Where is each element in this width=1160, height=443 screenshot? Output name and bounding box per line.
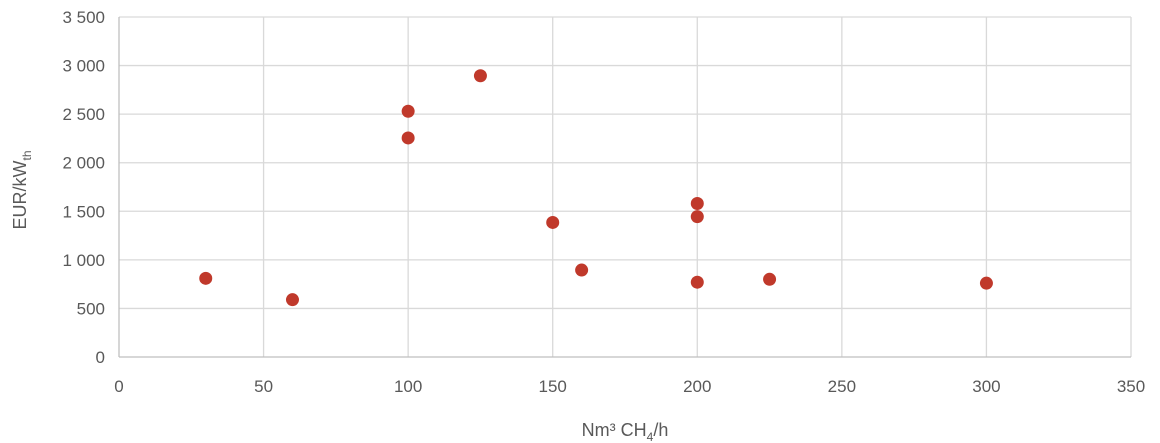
y-tick-label: 3 500 <box>62 8 105 27</box>
data-point <box>285 293 299 307</box>
x-axis-title: Nm³ CH4/h <box>582 420 669 443</box>
y-tick-label: 1 500 <box>62 202 105 221</box>
x-tick-label: 300 <box>972 377 1000 396</box>
data-point <box>401 104 415 118</box>
data-point <box>690 210 704 224</box>
y-tick-label: 0 <box>96 348 105 367</box>
y-tick-label: 2 000 <box>62 154 105 173</box>
data-point <box>546 215 560 229</box>
data-point <box>575 263 589 277</box>
y-tick-label: 1 000 <box>62 251 105 270</box>
data-point <box>401 131 415 145</box>
y-tick-labels: 0 500 1 000 1 500 2 000 2 500 3 000 3 500 <box>62 8 105 367</box>
data-point <box>199 271 213 285</box>
data-point <box>979 276 993 290</box>
x-tick-label: 250 <box>828 377 856 396</box>
y-tick-label: 500 <box>77 299 105 318</box>
x-tick-label: 0 <box>114 377 123 396</box>
gridlines <box>119 16 1132 357</box>
data-point <box>763 272 777 286</box>
x-tick-labels: 0 50 100 150 200 250 300 350 <box>114 377 1145 396</box>
x-tick-label: 200 <box>683 377 711 396</box>
x-tick-label: 50 <box>254 377 273 396</box>
data-points <box>199 69 993 307</box>
y-tick-label: 2 500 <box>62 105 105 124</box>
data-point <box>473 69 487 83</box>
axes <box>118 17 1131 358</box>
y-tick-label: 3 000 <box>62 57 105 76</box>
y-axis-title: EUR/kWth <box>10 150 34 229</box>
data-point <box>690 275 704 289</box>
x-tick-label: 150 <box>539 377 567 396</box>
x-tick-label: 100 <box>394 377 422 396</box>
data-point <box>690 197 704 211</box>
x-tick-label: 350 <box>1117 377 1145 396</box>
